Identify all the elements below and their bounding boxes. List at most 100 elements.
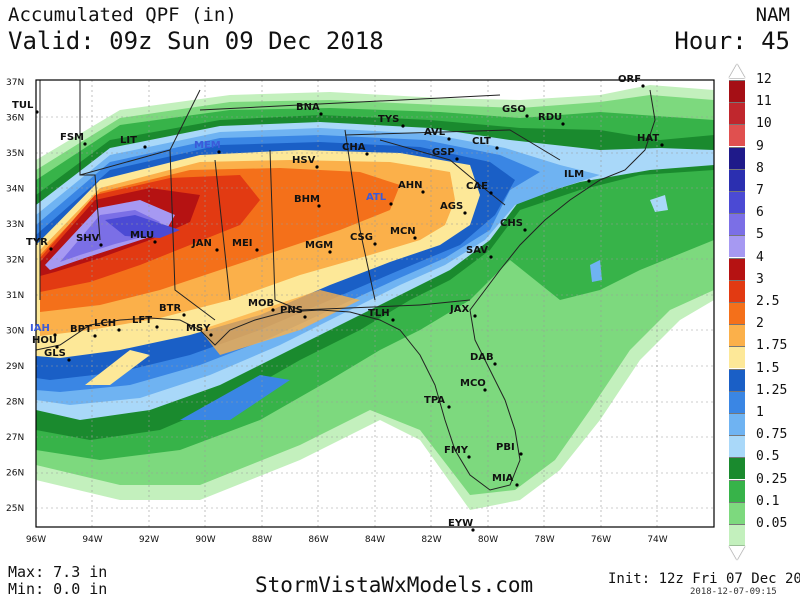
- legend-swatch: [729, 324, 745, 347]
- legend-arrow-up: [729, 64, 745, 78]
- city-label: IAH: [30, 323, 50, 334]
- legend-swatch: [729, 235, 745, 258]
- legend-label: 2: [756, 316, 764, 332]
- city-label: HOU: [32, 335, 57, 346]
- city-dot: [155, 325, 159, 329]
- city-label: AGS: [440, 201, 463, 212]
- city-avl: AVL: [424, 127, 451, 141]
- legend-label: 6: [756, 205, 764, 221]
- lon-tick-label: 94W: [82, 535, 102, 545]
- city-tul: TUL: [12, 100, 39, 114]
- city-dot: [421, 190, 425, 194]
- legend-swatch: [729, 302, 745, 324]
- city-ilm: ILM: [564, 169, 591, 183]
- max-value: Max: 7.3 in: [8, 563, 108, 581]
- city-dot: [660, 143, 664, 147]
- city-lch: LCH: [94, 318, 121, 332]
- city-label: GSP: [432, 147, 455, 158]
- legend-swatch: [729, 191, 745, 213]
- lat-tick-label: 34N: [6, 185, 24, 195]
- legend-label: 1.25: [756, 382, 788, 398]
- city-label: CHS: [500, 218, 523, 229]
- city-hat: HAT: [637, 133, 664, 147]
- city-rdu: RDU: [538, 112, 565, 126]
- legend-swatch: [729, 213, 745, 236]
- city-dot: [328, 250, 332, 254]
- city-msy: MSY: [186, 323, 213, 337]
- city-label: MGM: [305, 240, 333, 251]
- city-gsp: GSP: [432, 147, 459, 161]
- lat-tick-label: 33N: [6, 220, 24, 230]
- city-dot: [67, 358, 71, 362]
- city-label: LCH: [94, 318, 116, 329]
- lon-axis: 96W 94W 92W 90W 88W 86W 84W 82W 80W 78W 76W 74W: [26, 535, 668, 545]
- lon-tick-label: 82W: [421, 535, 441, 545]
- city-dot: [495, 146, 499, 150]
- city-tyr: TYR: [26, 237, 53, 251]
- city-mem: MEM: [194, 140, 221, 154]
- legend-swatch: [729, 124, 745, 147]
- city-label: BPT: [70, 324, 92, 335]
- legend-label: 1.75: [756, 338, 788, 354]
- lat-tick-label: 29N: [6, 362, 24, 372]
- site-name: StormVistaWxModels.com: [255, 573, 534, 597]
- city-dot: [473, 314, 477, 318]
- city-tpa: TPA: [424, 395, 451, 409]
- legend-swatch: [729, 390, 745, 413]
- city-label: RDU: [538, 112, 562, 123]
- legend-label: 0.5: [756, 449, 780, 465]
- city-label: CSG: [350, 232, 373, 243]
- city-dot: [315, 165, 319, 169]
- timestamp: 2018-12-07-09:15: [690, 587, 777, 597]
- city-gls: GLS: [44, 348, 71, 362]
- city-label: DAB: [470, 352, 494, 363]
- city-label: MCN: [390, 226, 416, 237]
- city-label: FMY: [444, 445, 469, 456]
- city-label: TPA: [424, 395, 445, 406]
- legend-label: 9: [756, 138, 764, 154]
- city-bpt: BPT: [70, 324, 97, 338]
- city-dot: [523, 228, 527, 232]
- city-orf: ORF: [618, 74, 645, 88]
- legend-label: 7: [756, 183, 764, 198]
- city-dot: [49, 247, 53, 251]
- city-label: CHA: [342, 142, 366, 153]
- city-dot: [35, 110, 39, 114]
- city-label: HSV: [292, 155, 316, 166]
- legend-swatch: [729, 346, 745, 369]
- city-dot: [153, 240, 157, 244]
- legend-label: 1.5: [756, 360, 780, 376]
- lat-tick-label: 26N: [6, 469, 24, 479]
- lat-tick-label: 27N: [6, 433, 24, 443]
- city-ahn: AHN: [398, 180, 425, 194]
- legend-swatch: [729, 501, 745, 524]
- city-dot: [515, 483, 519, 487]
- legend-swatch: [729, 146, 745, 169]
- city-label: TYR: [26, 237, 48, 248]
- lon-tick-label: 86W: [308, 535, 328, 545]
- lat-tick-label: 32N: [6, 256, 24, 266]
- city-bna: BNA: [296, 102, 323, 116]
- lat-lon-grid: [36, 80, 714, 527]
- city-shv: SHV: [76, 233, 103, 247]
- city-dot: [255, 248, 259, 252]
- city-dot: [217, 150, 221, 154]
- lon-tick-label: 74W: [647, 535, 667, 545]
- lat-axis: 37N 36N 35N 34N 33N 32N 31N 30N 29N 28N 27N 26N 25N: [6, 78, 24, 514]
- legend-label: 5: [756, 227, 764, 243]
- valid-time: Valid: 09z Sun 09 Dec 2018: [8, 27, 384, 55]
- lat-tick-label: 31N: [6, 291, 24, 301]
- legend-swatch: [729, 257, 745, 280]
- city-label: BTR: [159, 303, 181, 314]
- city-label: ORF: [618, 74, 641, 85]
- city-clt: CLT: [472, 136, 499, 150]
- legend-label: 0.05: [756, 516, 788, 531]
- city-label: CAE: [466, 181, 488, 192]
- city-label: MSY: [186, 323, 211, 334]
- city-label: SHV: [76, 233, 100, 244]
- city-mco: MCO: [460, 378, 487, 392]
- city-label: MOB: [248, 298, 274, 309]
- city-dot: [401, 124, 405, 128]
- lon-tick-label: 92W: [139, 535, 159, 545]
- city-btr: BTR: [159, 303, 186, 317]
